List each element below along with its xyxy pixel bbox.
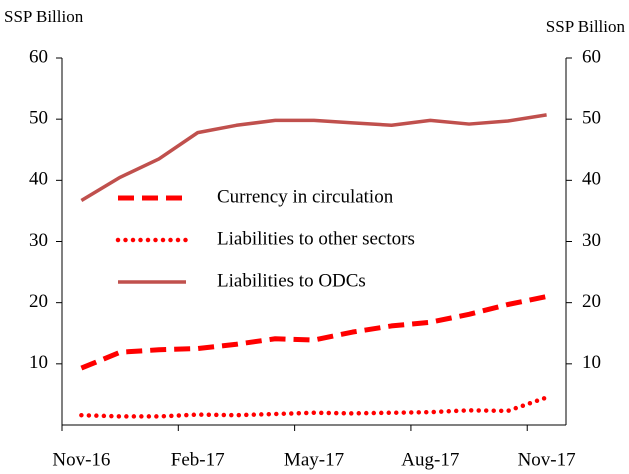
series-line [80, 294, 548, 371]
y-axis-label: SSP Billion [4, 7, 84, 26]
series-line [79, 395, 549, 419]
y-tick-label: 30 [29, 230, 48, 251]
x-tick-label: Feb-17 [171, 449, 225, 470]
y2-tick-label: 20 [582, 291, 601, 312]
y2-tick-label: 40 [582, 169, 601, 190]
y-tick-label: 10 [29, 352, 48, 373]
y2-tick-label: 30 [582, 230, 601, 251]
x-tick-label: Nov-16 [52, 449, 110, 470]
x-tick-label: Aug-17 [401, 449, 459, 470]
y2-tick-label: 10 [582, 352, 601, 373]
y-tick-label: 40 [29, 169, 48, 190]
y-tick-label: 20 [29, 291, 48, 312]
y2-axis-label: SSP Billion [546, 17, 626, 36]
legend-label: Currency in circulation [217, 186, 394, 207]
x-tick-label: Nov-17 [518, 449, 576, 470]
y2-tick-label: 50 [582, 108, 601, 129]
y2-tick-label: 60 [582, 46, 601, 67]
legend-label: Liabilities to other sectors [217, 228, 415, 249]
x-tick-label: May-17 [284, 449, 344, 470]
y-tick-label: 50 [29, 108, 48, 129]
y-tick-label: 60 [29, 46, 48, 67]
legend-label: Liabilities to ODCs [217, 270, 366, 291]
series-line [80, 113, 547, 203]
